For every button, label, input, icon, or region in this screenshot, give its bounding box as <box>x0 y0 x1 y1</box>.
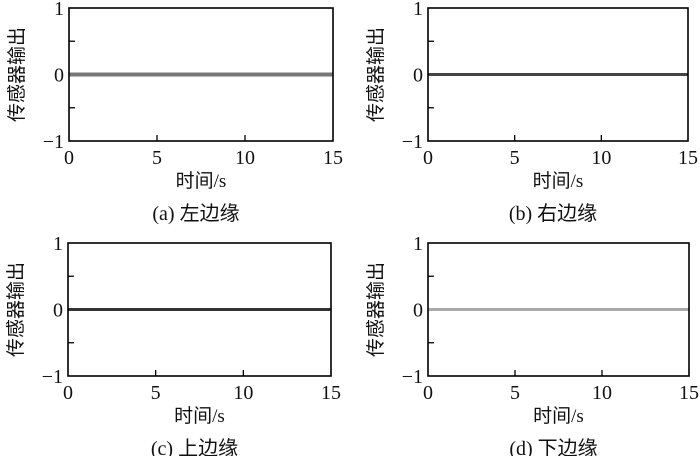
x-axis-label: 时间/s <box>533 405 584 427</box>
y-tick-label: −1 <box>42 366 63 388</box>
y-tick-label: 1 <box>413 0 423 20</box>
y-tick-label: −1 <box>43 131 64 153</box>
y-tick-label: 0 <box>54 65 64 87</box>
y-tick-label: 0 <box>53 300 63 322</box>
y-tick-label: 1 <box>53 233 63 255</box>
x-tick-label: 15 <box>679 382 699 404</box>
subplot-caption: (d) 下边缘 <box>509 437 597 456</box>
subplot-caption: (a) 左边缘 <box>152 202 239 225</box>
y-axis-label: 传感器输出 <box>5 262 27 357</box>
x-tick-label: 5 <box>510 147 520 169</box>
x-tick-label: 15 <box>321 382 341 404</box>
x-tick-label: 5 <box>151 382 161 404</box>
subplot-caption: (b) 右边缘 <box>509 202 597 225</box>
plot-frame <box>427 7 689 142</box>
y-tick-label: 1 <box>54 0 64 20</box>
y-tick-label: 0 <box>413 300 423 322</box>
x-axis-label: 时间/s <box>174 405 225 427</box>
y-tick-label: −1 <box>402 366 423 388</box>
x-tick-label: 0 <box>423 147 433 169</box>
x-tick-label: 5 <box>152 147 162 169</box>
x-axis-label: 时间/s <box>533 170 584 192</box>
x-tick-label: 0 <box>64 147 74 169</box>
plot-frame <box>427 242 690 377</box>
x-axis-label: 时间/s <box>176 170 227 192</box>
plot-frame <box>67 242 332 377</box>
x-tick-label: 10 <box>233 382 253 404</box>
y-tick-label: −1 <box>402 131 423 153</box>
x-tick-label: 5 <box>510 382 520 404</box>
y-tick-label: 0 <box>413 65 423 87</box>
x-tick-label: 15 <box>678 147 698 169</box>
x-tick-label: 0 <box>423 382 433 404</box>
subplot-caption: (c) 上边缘 <box>151 437 238 456</box>
x-tick-label: 15 <box>323 147 343 169</box>
plot-frame <box>68 7 334 142</box>
x-tick-label: 10 <box>235 147 255 169</box>
x-tick-label: 0 <box>63 382 73 404</box>
x-tick-label: 10 <box>592 382 612 404</box>
y-axis-label: 传感器输出 <box>6 27 28 122</box>
x-tick-label: 10 <box>591 147 611 169</box>
y-tick-label: 1 <box>413 233 423 255</box>
y-axis-label: 传感器输出 <box>365 262 387 357</box>
y-axis-label: 传感器输出 <box>365 27 387 122</box>
